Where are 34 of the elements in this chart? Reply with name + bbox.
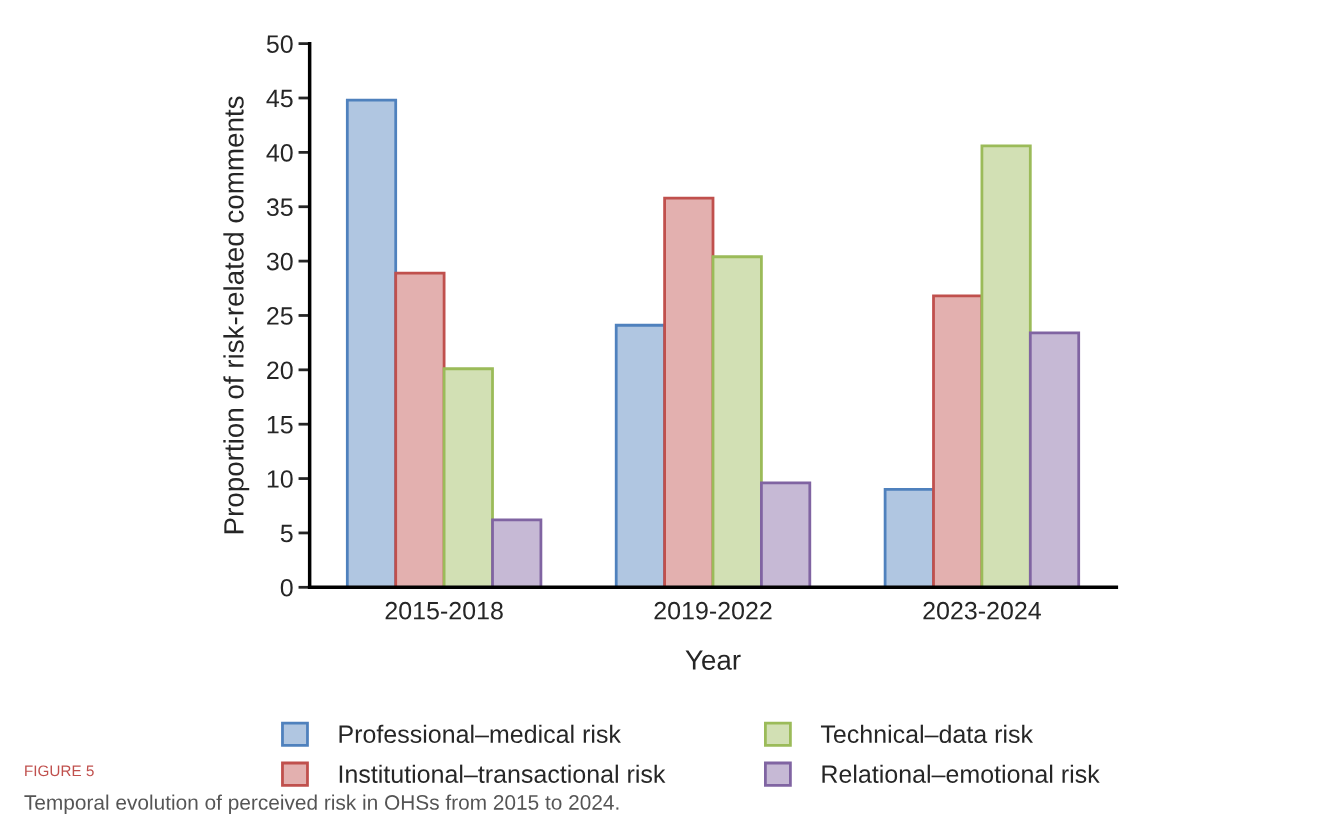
x-tick-label: 2015-2018 — [385, 601, 503, 620]
legend-label: Relational–emotional risk — [822, 764, 1100, 783]
bar — [932, 294, 984, 588]
text: Temporal evolution of perceived risk in OHSs from 2015 to 2024. — [24, 794, 619, 814]
y-tick-label: 35 — [266, 198, 293, 217]
y-tick-label: 5 — [280, 524, 293, 543]
x-axis-title: Year — [685, 650, 741, 670]
legend-label: Technical–data risk — [820, 724, 1034, 744]
bar — [491, 518, 543, 588]
x-tick-label: 2019-2022 — [654, 601, 772, 620]
caption: FIGURE 5 — [25, 765, 94, 777]
y-axis-title: Proportion of risk-related comments — [223, 96, 250, 534]
y-tick-label: 20 — [267, 361, 293, 380]
y-tick-label: 15 — [267, 416, 293, 434]
y-tick-label: 45 — [266, 89, 293, 108]
y-tick-label: 10 — [267, 470, 293, 488]
bar — [442, 367, 494, 588]
bar — [760, 481, 812, 588]
y-tick-label: 25 — [267, 307, 293, 325]
y-tick-label: 40 — [266, 143, 293, 162]
bar — [394, 271, 446, 588]
bar — [883, 488, 935, 588]
y-tick-label: 0 — [280, 578, 293, 597]
bar — [614, 323, 666, 588]
y-tick-label: 30 — [266, 252, 293, 271]
y-tick-label: 50 — [266, 35, 293, 53]
bar — [980, 144, 1032, 588]
legend-label: Professional–medical risk — [339, 724, 621, 744]
bar — [663, 196, 715, 588]
bar — [345, 98, 398, 588]
legend-label: Institutional–transactional risk — [339, 764, 666, 783]
x-tick-label: 2023-2024 — [923, 601, 1041, 620]
bar — [1028, 331, 1081, 588]
bar — [711, 255, 763, 588]
